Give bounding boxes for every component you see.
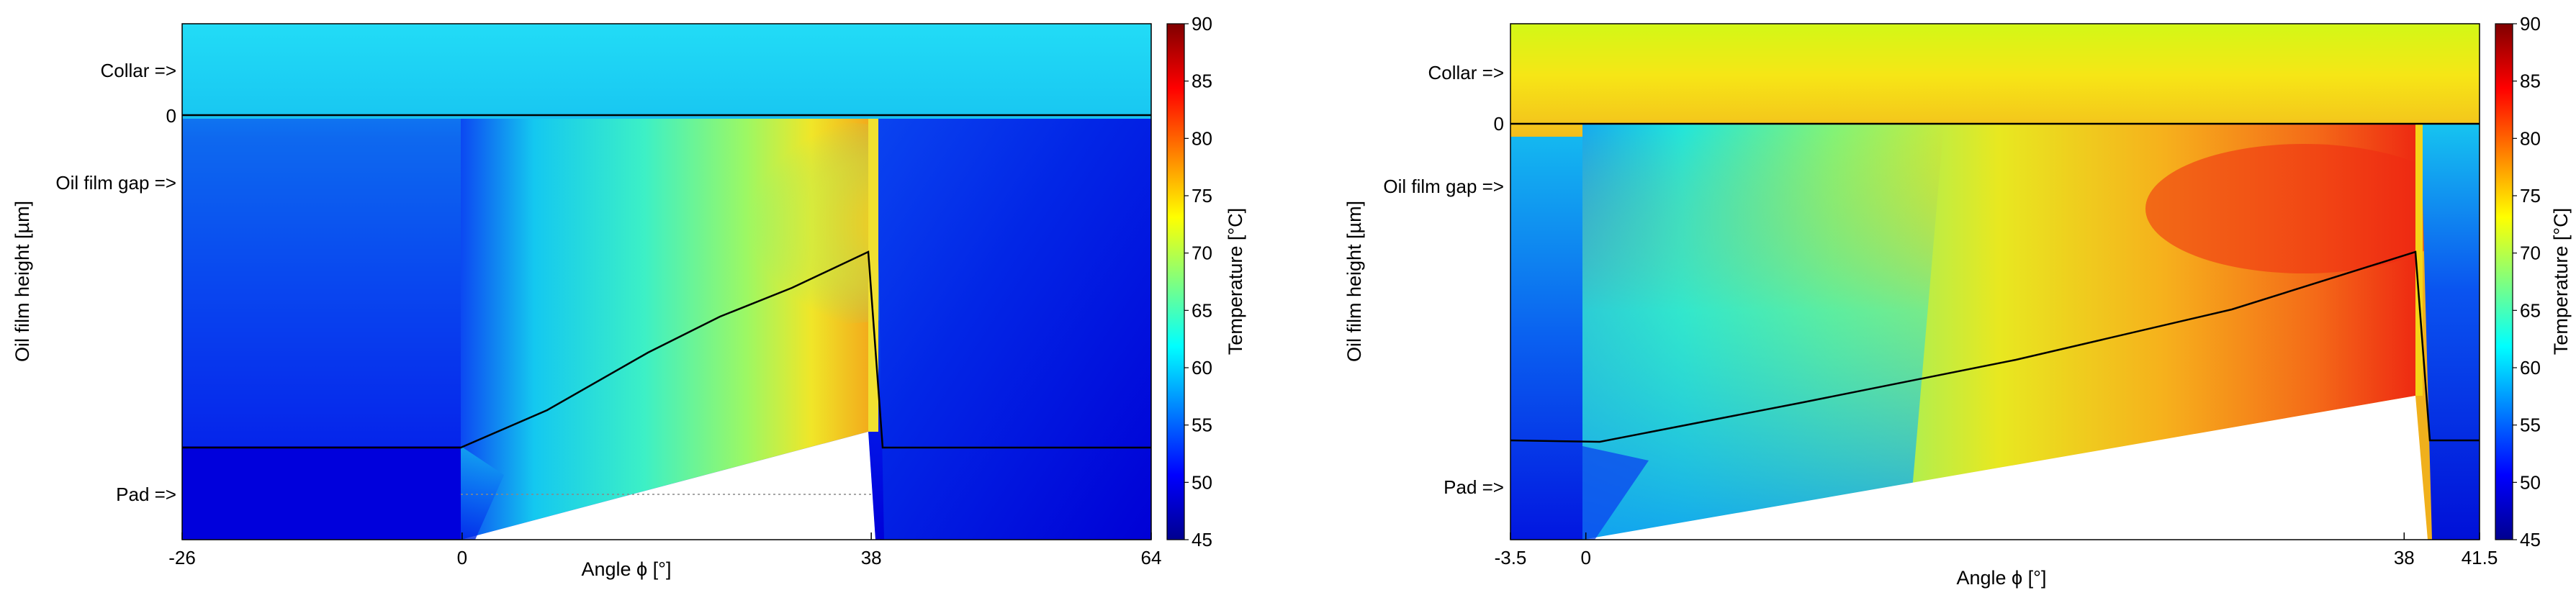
right-temperature-plot: Collar => 0 Oil film gap => Pad => -3.5 0…: [1343, 13, 2572, 589]
right-colorbar-ticks: 90 85 80 75 70 65 60 55 50 45: [2513, 13, 2541, 550]
left-colorbar-tick-label: 65: [1192, 299, 1212, 321]
right-y-axis-label: Oil film height [µm]: [1343, 201, 1365, 362]
right-colorbar-tick-label: 45: [2520, 529, 2541, 550]
right-colorbar-tick-label: 80: [2520, 127, 2541, 149]
left-colorbar-ticks: 90 85 80 75 70 65 60 55 50 45: [1184, 13, 1212, 550]
left-zero-label: 0: [166, 105, 176, 127]
left-colorbar-tick-label: 75: [1192, 185, 1212, 207]
right-colorbar-tick-label: 85: [2520, 71, 2541, 92]
right-pad-label: Pad =>: [1444, 476, 1504, 498]
right-x-axis: -3.5 0 38 41.5: [1495, 532, 2498, 568]
left-x-tick-label: 64: [1141, 547, 1162, 568]
left-y-axis-label: Oil film height [µm]: [12, 201, 33, 362]
left-y-region-labels: Collar => 0 Oil film gap => Pad =>: [55, 60, 176, 505]
right-gap-label: Oil film gap =>: [1383, 176, 1504, 197]
right-x-axis-label: Angle ϕ [°]: [1957, 567, 2047, 589]
left-colorbar-tick-label: 45: [1192, 529, 1212, 550]
right-colorbar-label: Temperature [°C]: [2550, 208, 2572, 355]
right-zero-label: 0: [1494, 113, 1504, 135]
right-colorbar-tick-label: 60: [2520, 357, 2541, 378]
right-colorbar-tick-label: 90: [2520, 13, 2541, 35]
left-gap-label: Oil film gap =>: [55, 172, 176, 194]
right-colorbar-tick-label: 55: [2520, 414, 2541, 436]
left-colorbar-tick-label: 80: [1192, 127, 1212, 149]
left-x-tick-label: -26: [168, 547, 196, 568]
left-colorbar-tick-label: 90: [1192, 13, 1212, 35]
right-x-tick-label: 38: [2394, 547, 2415, 568]
left-pad-label: Pad =>: [116, 484, 176, 505]
right-colorbar: [2495, 23, 2513, 540]
left-x-tick-label: 0: [457, 547, 467, 568]
right-y-region-labels: Collar => 0 Oil film gap => Pad =>: [1383, 62, 1504, 498]
left-x-axis: -26 0 38 64: [168, 532, 1161, 568]
right-colorbar-tick-label: 70: [2520, 242, 2541, 264]
right-colorbar-tick-label: 65: [2520, 299, 2541, 321]
right-colorbar-tick-label: 50: [2520, 471, 2541, 493]
left-colorbar-tick-label: 55: [1192, 414, 1212, 436]
left-x-axis-label: Angle ϕ [°]: [582, 558, 672, 580]
left-colorbar-tick-label: 85: [1192, 71, 1212, 92]
left-temperature-plot: Collar => 0 Oil film gap => Pad => -26 0 3…: [12, 13, 1246, 580]
left-colorbar: [1166, 23, 1185, 540]
right-colorbar-tick-label: 75: [2520, 185, 2541, 207]
right-x-tick-label: 0: [1580, 547, 1590, 568]
left-colorbar-tick-label: 70: [1192, 242, 1212, 264]
right-temperature-field: [1510, 24, 2480, 540]
left-temperature-field: [182, 24, 1151, 540]
left-collar-label: Collar =>: [101, 60, 177, 81]
left-colorbar-tick-label: 50: [1192, 471, 1212, 493]
right-x-tick-label: 41.5: [2462, 547, 2498, 568]
left-x-tick-label: 38: [861, 547, 882, 568]
right-collar-label: Collar =>: [1428, 62, 1505, 83]
right-x-tick-label: -3.5: [1495, 547, 1527, 568]
left-colorbar-label: Temperature [°C]: [1225, 208, 1246, 355]
left-colorbar-tick-label: 60: [1192, 357, 1212, 378]
